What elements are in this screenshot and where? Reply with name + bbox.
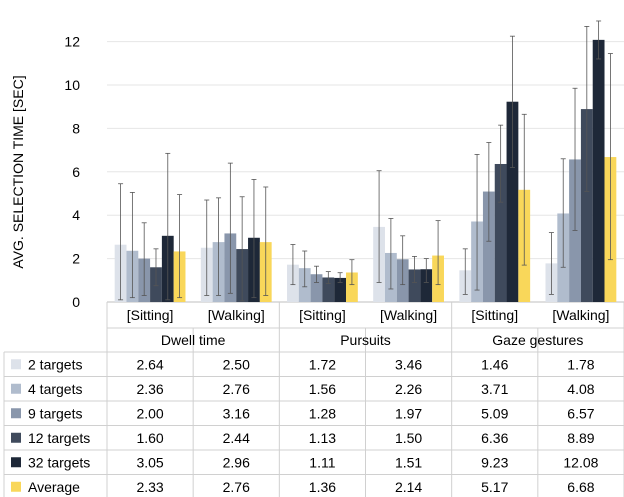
data-table: [Sitting] [Walking] [Sitting] [Walking] [Sit… — [3, 302, 624, 497]
bar-average — [346, 272, 358, 302]
y-axis-label: AVG. SELECTION TIME [SEC] — [10, 75, 26, 268]
data-value: 1.46 — [481, 356, 508, 372]
data-value: 12.08 — [563, 454, 598, 470]
data-value: 2.76 — [223, 381, 250, 397]
bar-9-targets — [482, 191, 495, 302]
data-value: 1.50 — [395, 430, 422, 446]
y-tick-label: 12 — [64, 34, 80, 50]
legend-swatch — [11, 359, 21, 370]
data-value: 2.64 — [136, 356, 163, 372]
data-value: 2.26 — [395, 381, 422, 397]
bar-12-targets — [580, 109, 593, 302]
data-value: 2.50 — [223, 356, 250, 372]
data-value: 1.60 — [136, 430, 163, 446]
data-value: 2.96 — [223, 454, 250, 470]
y-tick-label: 8 — [72, 120, 80, 136]
gridlines — [107, 41, 624, 303]
data-value: 2.44 — [223, 430, 250, 446]
legend-swatch — [11, 481, 21, 492]
legend-label: 4 targets — [28, 381, 82, 397]
legend-swatch — [11, 408, 21, 419]
data-value: 3.05 — [136, 454, 163, 470]
bar-32-targets — [592, 39, 605, 302]
data-value: 5.09 — [481, 405, 508, 421]
bar-12-targets — [408, 269, 421, 302]
data-value: 1.28 — [309, 405, 336, 421]
category-label: [Walking] — [208, 307, 265, 323]
legend-label: 2 targets — [28, 356, 82, 372]
data-value: 6.57 — [567, 405, 594, 421]
bar-9-targets — [310, 274, 323, 302]
data-value: 2.14 — [395, 479, 422, 495]
bar-12-targets — [494, 163, 507, 302]
method-label: Gaze gestures — [492, 332, 583, 348]
error-bars — [118, 20, 613, 302]
data-value: 8.89 — [567, 430, 594, 446]
data-value: 1.56 — [309, 381, 336, 397]
data-value: 1.72 — [309, 356, 336, 372]
data-value: 3.71 — [481, 381, 508, 397]
data-value: 1.78 — [567, 356, 594, 372]
data-value: 1.97 — [395, 405, 422, 421]
data-value: 3.46 — [395, 356, 422, 372]
y-tick-label: 2 — [72, 251, 80, 267]
data-value: 6.36 — [481, 430, 508, 446]
category-label: [Sitting] — [299, 307, 346, 323]
y-tick-label: 6 — [72, 164, 80, 180]
data-value: 4.08 — [567, 381, 594, 397]
data-value: 1.13 — [309, 430, 336, 446]
legend-swatch — [11, 457, 21, 468]
category-label: [Walking] — [380, 307, 437, 323]
y-tick-label: 0 — [72, 294, 80, 310]
legend-label: Average — [28, 479, 80, 495]
data-value: 2.76 — [223, 479, 250, 495]
data-value: 6.68 — [567, 479, 594, 495]
category-label: [Walking] — [552, 307, 609, 323]
y-tick-label: 4 — [72, 207, 80, 223]
bar-12-targets — [322, 277, 335, 302]
bar-32-targets — [420, 269, 433, 302]
legend-swatch — [11, 432, 21, 443]
data-value: 5.17 — [481, 479, 508, 495]
data-value: 2.36 — [136, 381, 163, 397]
bar-32-targets — [334, 277, 347, 302]
legend-swatch — [11, 383, 21, 394]
y-tick-label: 10 — [64, 77, 80, 93]
legend-label: 12 targets — [28, 430, 90, 446]
data-value: 2.00 — [136, 405, 163, 421]
category-label: [Sitting] — [471, 307, 518, 323]
method-label: Pursuits — [340, 332, 391, 348]
method-label: Dwell time — [161, 332, 226, 348]
data-value: 3.16 — [223, 405, 250, 421]
bar-32-targets — [506, 101, 519, 302]
data-value: 2.33 — [136, 479, 163, 495]
legend-label: 9 targets — [28, 405, 82, 421]
data-value: 1.11 — [309, 454, 335, 470]
data-value: 9.23 — [481, 454, 508, 470]
y-tick-labels: 0 2 4 6 8 10 12 — [64, 34, 80, 310]
bars — [114, 39, 617, 302]
category-label: [Sitting] — [127, 307, 174, 323]
data-value: 1.36 — [309, 479, 336, 495]
data-value: 1.51 — [395, 454, 422, 470]
legend-label: 32 targets — [28, 454, 90, 470]
